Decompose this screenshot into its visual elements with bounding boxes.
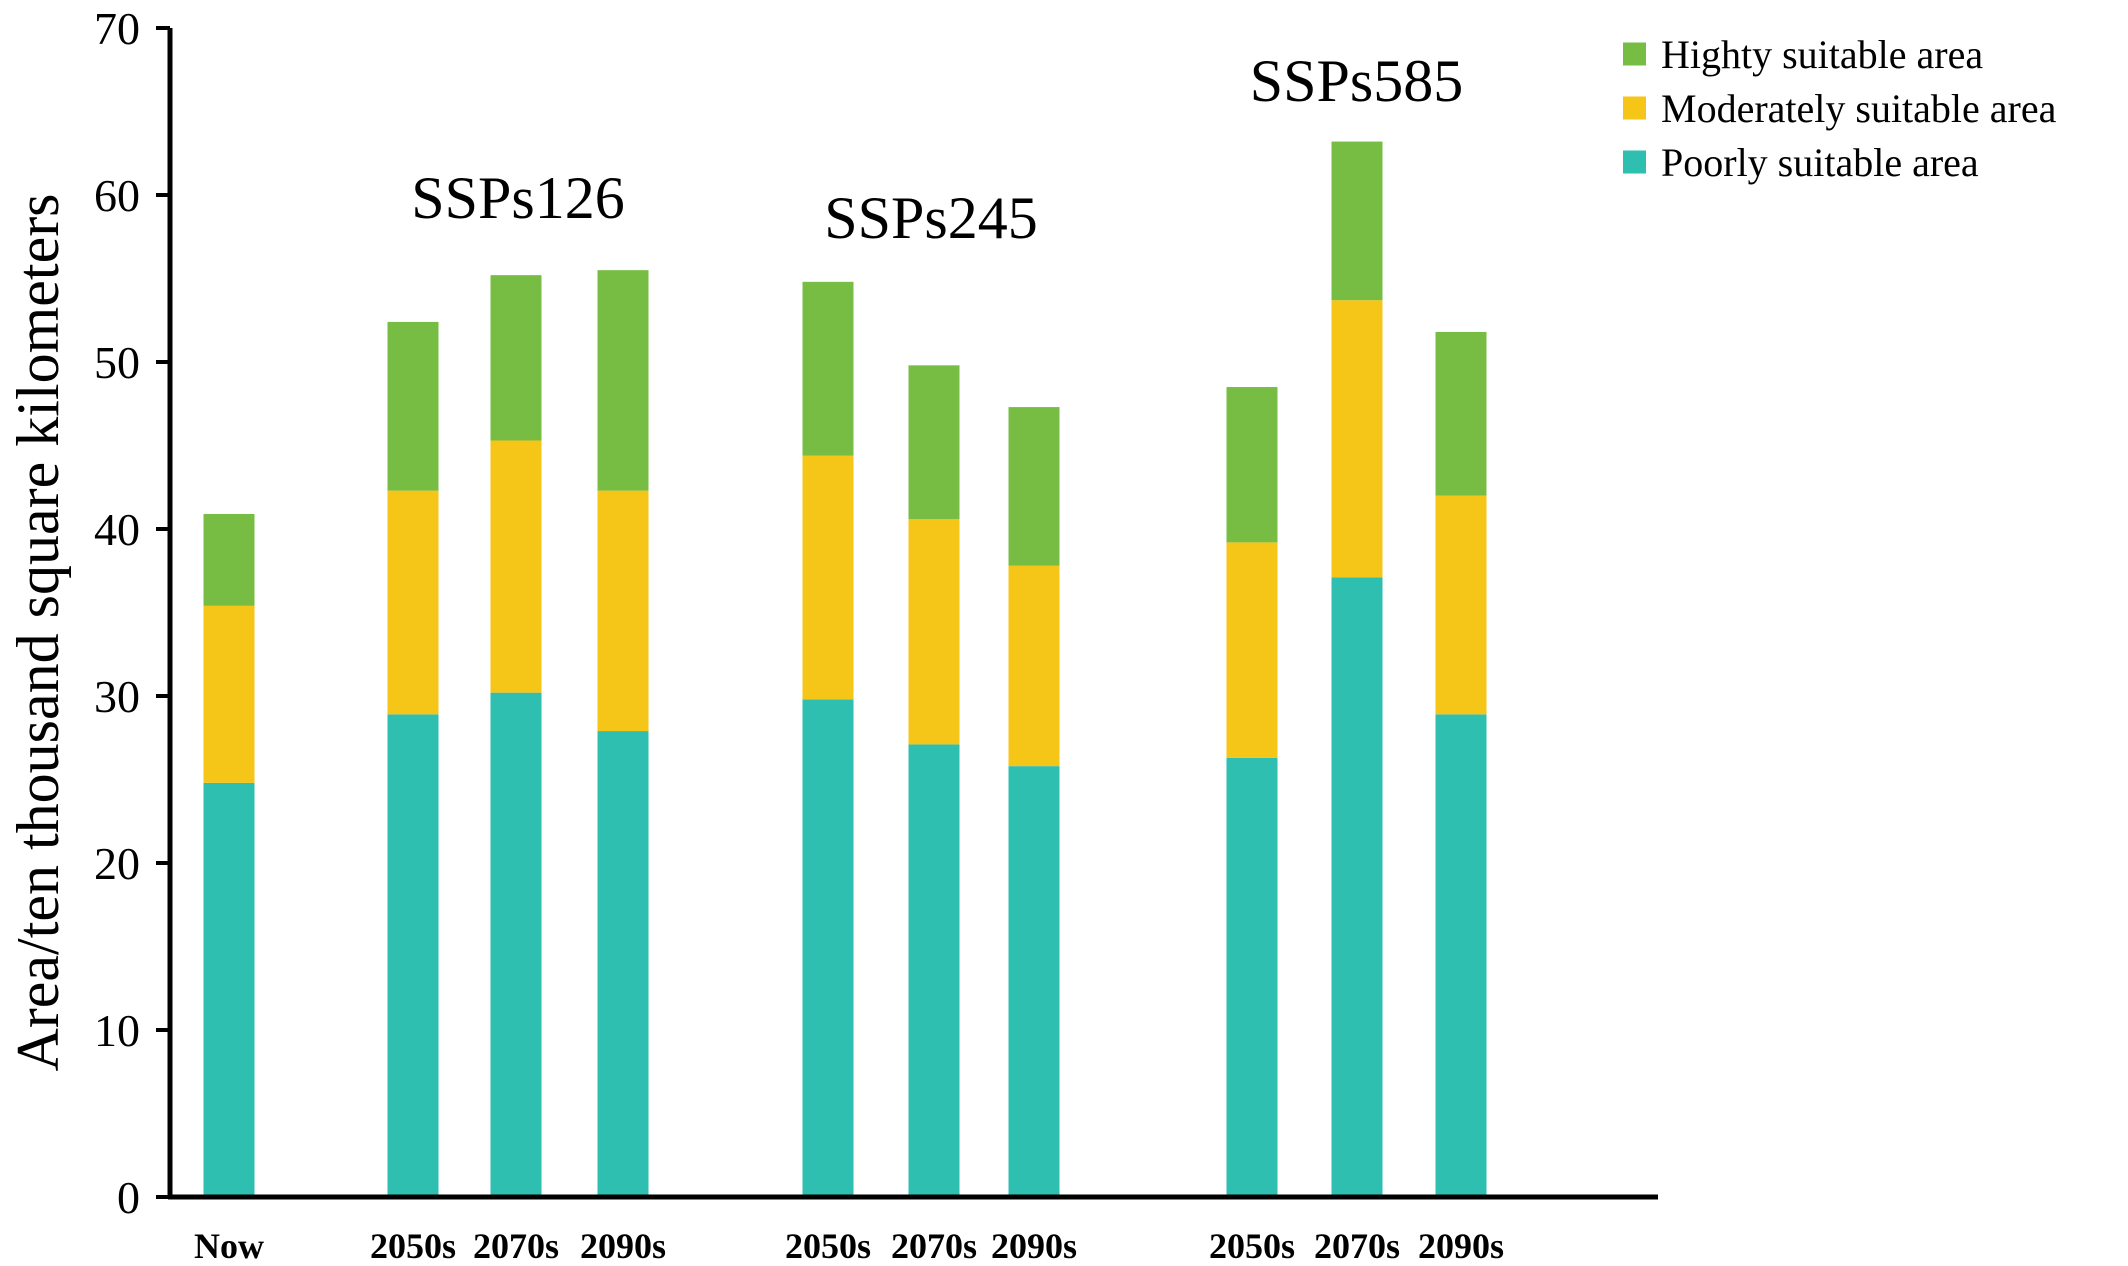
bar-segment-2-10 <box>1435 495 1487 715</box>
axes-layer <box>156 26 1658 1200</box>
bar-segment-2-6 <box>908 518 960 745</box>
y-tick-label: 70 <box>94 3 140 54</box>
bar-segment-2-2 <box>387 490 439 715</box>
bar-segment-1-6 <box>908 744 960 1197</box>
bar-segment-3-7 <box>1008 407 1060 566</box>
x-tick-label: 2070s <box>891 1226 977 1266</box>
bar-segment-1-9 <box>1331 577 1383 1197</box>
bar-segment-3-1 <box>203 513 255 606</box>
bar-segment-3-5 <box>802 281 854 456</box>
y-axis-title: Area/ten thousand square kilometers <box>5 193 71 1071</box>
group-label-ssps245: SSPs245 <box>824 185 1037 251</box>
legend-label-3: Poorly suitable area <box>1661 140 1979 185</box>
bar-segment-1-3 <box>490 692 542 1197</box>
bar-segment-3-8 <box>1226 387 1278 543</box>
bar-segment-2-3 <box>490 440 542 693</box>
bar-segment-2-9 <box>1331 300 1383 578</box>
bar-segment-2-8 <box>1226 542 1278 758</box>
y-tick-label: 30 <box>94 671 140 722</box>
bar-segment-1-8 <box>1226 757 1278 1197</box>
group-label-ssps126: SSPs126 <box>411 165 624 231</box>
bar-segment-3-10 <box>1435 331 1487 496</box>
x-tick-label: 2050s <box>785 1226 871 1266</box>
legend-swatch-2 <box>1623 96 1646 120</box>
x-tick-label: 2070s <box>473 1226 559 1266</box>
y-tick-label: 40 <box>94 504 140 555</box>
bar-segment-1-1 <box>203 782 255 1197</box>
bar-segment-1-10 <box>1435 714 1487 1197</box>
bar-segment-1-2 <box>387 714 439 1197</box>
bars-layer <box>203 141 1487 1197</box>
y-tick-label: 20 <box>94 838 140 889</box>
legend-swatch-1 <box>1623 42 1646 66</box>
legend-label-1: Highty suitable area <box>1661 32 1983 77</box>
x-tick-label: 2090s <box>1418 1226 1504 1266</box>
bar-segment-1-7 <box>1008 766 1060 1197</box>
bar-segment-3-6 <box>908 365 960 519</box>
y-tick-label: 0 <box>117 1172 140 1223</box>
legend-label-2: Moderately suitable area <box>1661 86 2057 131</box>
bar-segment-2-1 <box>203 605 255 783</box>
bar-segment-1-5 <box>802 699 854 1197</box>
bar-segment-3-9 <box>1331 141 1383 301</box>
y-tick-label: 60 <box>94 170 140 221</box>
bar-segment-3-2 <box>387 321 439 491</box>
bar-segment-3-3 <box>490 275 542 441</box>
x-tick-label: 2050s <box>370 1226 456 1266</box>
x-tick-label: 2090s <box>580 1226 666 1266</box>
labels-layer: Now 2050s 2070s 2090s 2050s 2070s 2090s 2050s 20… <box>5 3 1504 1266</box>
x-tick-label: Now <box>194 1226 264 1266</box>
x-tick-label: 2050s <box>1209 1226 1295 1266</box>
bar-segment-2-5 <box>802 455 854 700</box>
y-tick-label: 10 <box>94 1005 140 1056</box>
legend-swatch-3 <box>1623 150 1646 174</box>
group-label-ssps585: SSPs585 <box>1250 48 1463 114</box>
bar-segment-2-4 <box>597 490 649 732</box>
y-tick-label: 50 <box>94 337 140 388</box>
bar-segment-1-4 <box>597 731 649 1197</box>
bar-segment-2-7 <box>1008 565 1060 767</box>
x-tick-label: 2090s <box>991 1226 1077 1266</box>
x-tick-label: 2070s <box>1314 1226 1400 1266</box>
legend: Highty suitable area Moderately suitable … <box>1623 32 2057 185</box>
bar-segment-3-4 <box>597 270 649 491</box>
